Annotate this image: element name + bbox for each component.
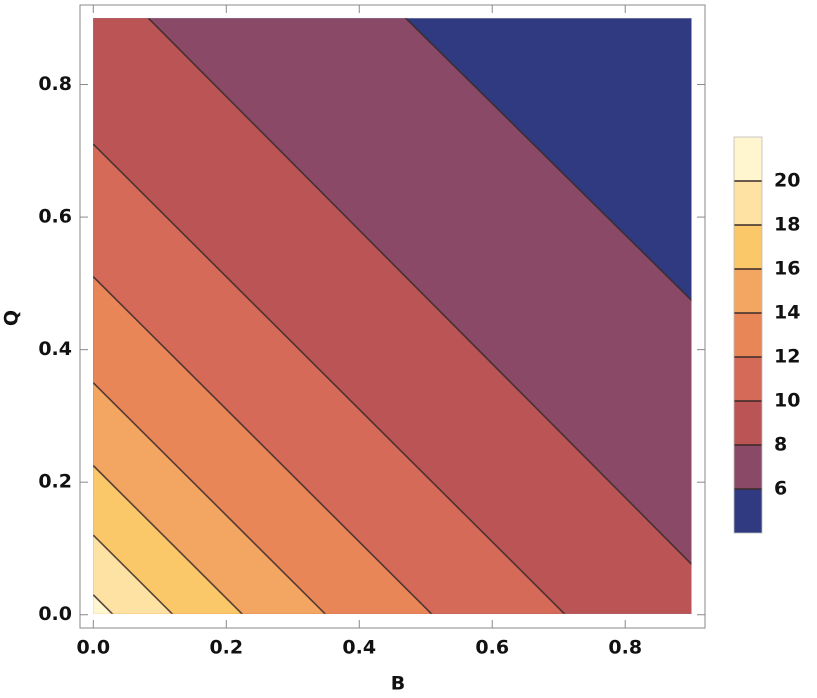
contour-line <box>93 143 566 614</box>
y-axis-label: Q <box>1 310 23 326</box>
colorbar-band <box>734 401 762 445</box>
x-tick-label: 0.6 <box>475 637 509 659</box>
y-tick-label: 0.2 <box>38 471 72 493</box>
plot-area <box>93 18 692 614</box>
frame <box>79 4 706 629</box>
colorbar-tick-label: 8 <box>774 434 787 456</box>
contour-line <box>93 465 244 614</box>
colorbar: 6 8 10 12 14 16 18 20 <box>733 136 800 534</box>
colorbar-band <box>734 357 762 401</box>
contour-line <box>93 276 433 614</box>
x-tick-label: 0.8 <box>608 637 642 659</box>
y-tick-label: 0.8 <box>38 73 72 95</box>
contour-line <box>93 534 174 614</box>
y-tick-label: 0.4 <box>38 338 72 360</box>
contour-line <box>93 594 114 614</box>
colorbar-band <box>734 137 762 181</box>
colorbar-band <box>734 181 762 225</box>
contour-lines <box>93 18 692 614</box>
colorbar-band <box>734 445 762 489</box>
colorbar-band <box>734 489 762 533</box>
x-tick-label: 0.0 <box>76 637 110 659</box>
x-axis-label: B <box>391 673 405 695</box>
colorbar-tick-label: 12 <box>774 346 800 368</box>
colorbar-tick-label: 10 <box>774 390 800 412</box>
colorbar-tick-label: 20 <box>774 170 800 192</box>
colorbar-band <box>734 269 762 313</box>
colorbar-band <box>734 225 762 269</box>
y-tick-label: 0.0 <box>38 603 72 625</box>
colorbar-tick-label: 14 <box>774 302 800 324</box>
colorbar-tick-label: 16 <box>774 258 800 280</box>
colorbar-frame <box>733 136 763 534</box>
contour-line <box>405 18 692 302</box>
y-tick-label: 0.6 <box>38 206 72 228</box>
colorbar-tick-label: 18 <box>774 214 800 236</box>
contour-line <box>93 382 327 614</box>
colorbar-band <box>734 313 762 357</box>
contour-line <box>147 18 692 565</box>
x-tick-label: 0.2 <box>209 637 243 659</box>
colorbar-tick-label: 6 <box>774 478 787 500</box>
x-tick-label: 0.4 <box>342 637 376 659</box>
